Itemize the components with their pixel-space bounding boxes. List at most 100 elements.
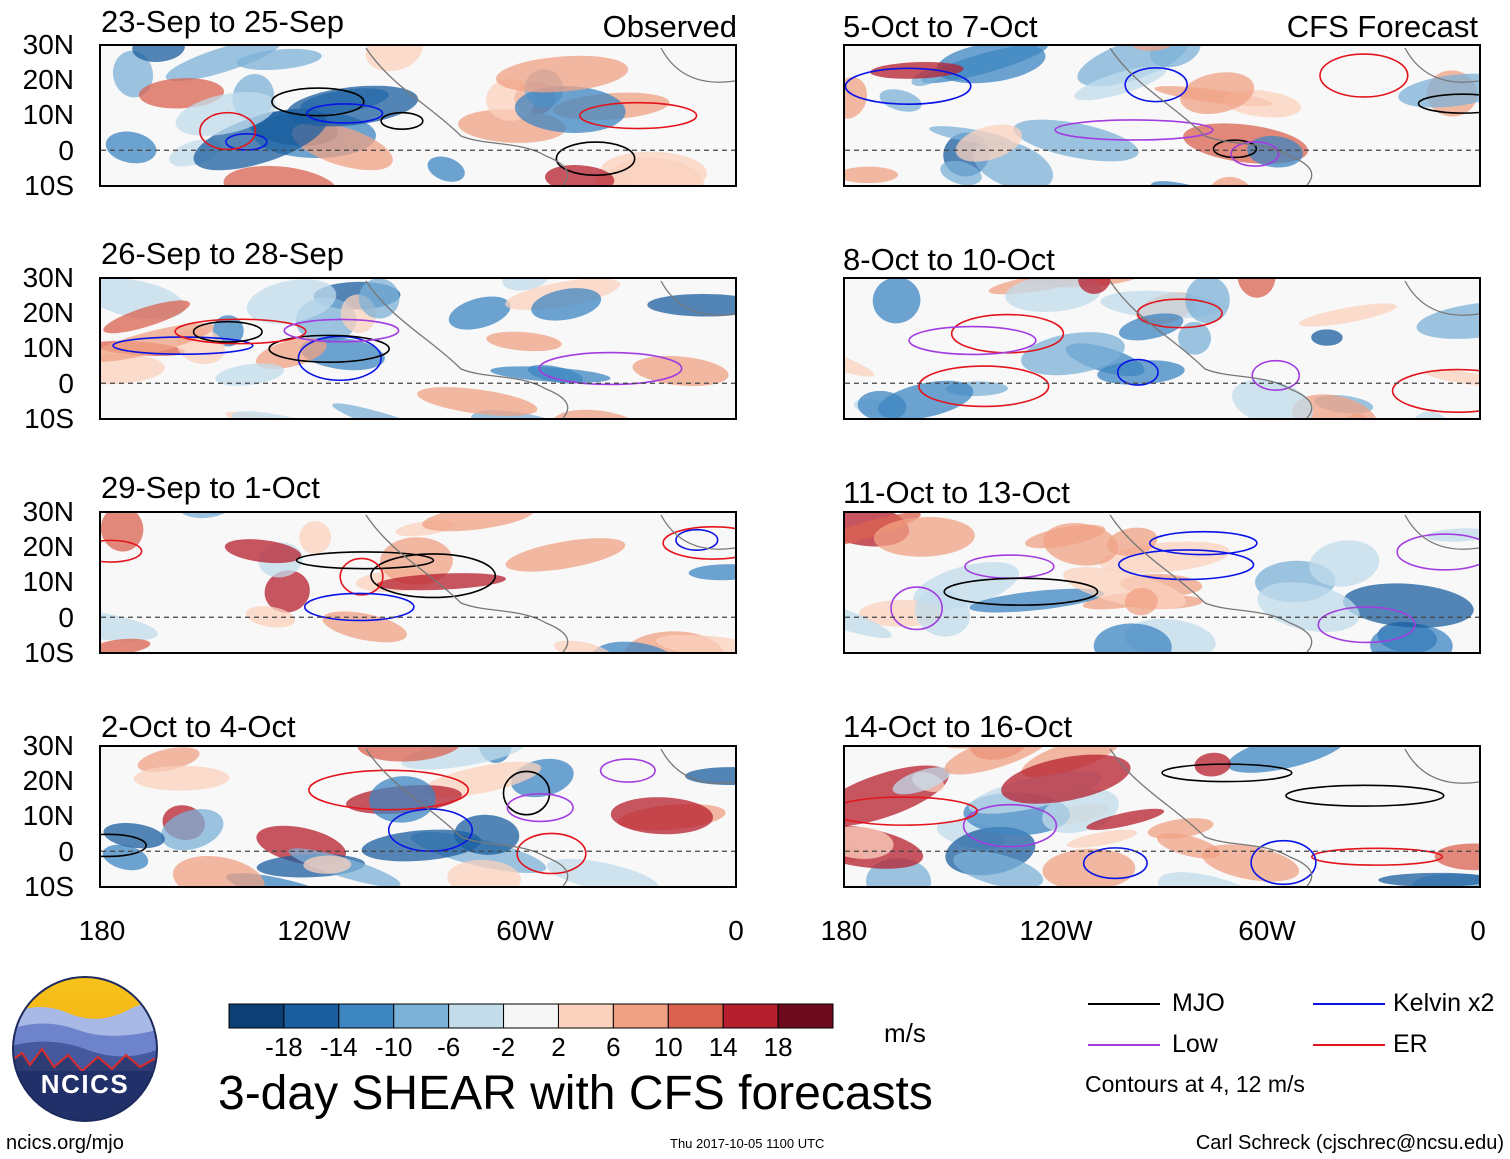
shear-anomaly xyxy=(877,380,974,418)
shear-anomaly xyxy=(490,366,611,383)
coastline xyxy=(1109,748,1479,886)
ncics-logo: NCICS xyxy=(12,976,158,1122)
contour-low xyxy=(1054,119,1214,141)
lat-label: 20N xyxy=(22,297,74,328)
shear-anomaly xyxy=(1001,754,1131,804)
colorbar-swatch xyxy=(667,1003,724,1029)
shear-map xyxy=(99,511,737,654)
shear-anomaly xyxy=(246,279,337,324)
shear-anomaly xyxy=(502,279,550,291)
shear-anomaly xyxy=(224,539,302,564)
contour-er xyxy=(174,318,307,345)
contour-er xyxy=(1311,847,1444,866)
lat-label: 20N xyxy=(22,64,74,95)
shear-anomaly xyxy=(112,50,154,98)
contour-low xyxy=(1396,533,1479,571)
coastline xyxy=(365,47,735,185)
shear-anomaly xyxy=(866,857,932,886)
contour-er xyxy=(845,796,978,826)
lat-label: 30N xyxy=(22,496,74,527)
contour-er xyxy=(516,832,587,875)
contour-low xyxy=(599,758,656,783)
shear-anomaly xyxy=(1231,379,1314,418)
contour-er xyxy=(199,111,257,151)
shear-anomaly xyxy=(610,797,714,835)
shear-anomaly xyxy=(656,634,735,652)
colorbar-tick: -2 xyxy=(491,1032,516,1062)
shear-anomaly xyxy=(873,517,975,557)
shear-anomaly xyxy=(1093,623,1172,652)
shear-map xyxy=(99,44,737,187)
shear-anomaly xyxy=(422,513,535,532)
lat-label: 0 xyxy=(58,368,74,399)
shear-anomaly xyxy=(845,338,875,377)
contour-er xyxy=(308,769,470,811)
shear-anomaly xyxy=(545,165,615,185)
contour-low xyxy=(962,803,1058,848)
colorbar-swatch xyxy=(557,1003,614,1029)
legend-line-mjo xyxy=(1088,1003,1160,1005)
shear-anomaly xyxy=(101,353,165,385)
colorbar-swatch xyxy=(228,1003,285,1029)
colorbar xyxy=(228,1003,834,1029)
shear-anomaly xyxy=(1149,46,1201,68)
shear-anomaly xyxy=(101,607,158,641)
panel-title: 29-Sep to 1-Oct xyxy=(101,470,320,505)
lon-label: 180 xyxy=(78,915,126,946)
shear-anomaly xyxy=(1185,279,1230,324)
lon-label: 0 xyxy=(728,915,744,946)
shear-anomaly xyxy=(448,296,511,330)
lat-label: 0 xyxy=(58,836,74,867)
panel-title: 14-Oct to 16-Oct xyxy=(843,709,1073,744)
coastline xyxy=(365,748,735,886)
shear-anomaly xyxy=(1066,829,1138,848)
contour-kelvin xyxy=(1117,549,1255,581)
colorbar-tick: 10 xyxy=(653,1032,683,1062)
legend-line-low xyxy=(1088,1044,1160,1046)
shear-map xyxy=(99,277,737,420)
lat-label: 0 xyxy=(58,135,74,166)
shear-anomaly xyxy=(872,279,921,324)
shear-anomaly xyxy=(1424,369,1479,388)
lat-label: 10S xyxy=(24,871,74,902)
panel-title: 5-Oct to 7-Oct xyxy=(843,9,1038,44)
colorbar-swatch xyxy=(338,1003,395,1029)
shear-anomaly xyxy=(1078,279,1111,294)
shear-anomaly xyxy=(1021,332,1125,376)
shear-anomaly xyxy=(870,62,964,79)
coastline xyxy=(1109,280,1479,418)
shear-anomaly xyxy=(879,89,922,112)
lon-label: 180 xyxy=(820,915,868,946)
shear-anomaly xyxy=(447,859,521,886)
panel-title: 8-Oct to 10-Oct xyxy=(843,242,1055,277)
shear-anomaly xyxy=(264,570,310,613)
panel-title: 2-Oct to 4-Oct xyxy=(101,709,296,744)
shear-anomaly xyxy=(505,538,626,572)
lat-label: 30N xyxy=(22,730,74,761)
contour-mjo xyxy=(271,87,365,117)
shear-anomaly xyxy=(215,363,284,386)
shear-anomaly xyxy=(1237,279,1276,298)
shear-anomaly xyxy=(160,809,224,851)
colorbar-tick: -14 xyxy=(320,1032,358,1062)
contour-low xyxy=(890,586,943,631)
lat-label: 30N xyxy=(22,29,74,60)
contour-mjo xyxy=(370,553,497,599)
lat-label: 10N xyxy=(22,800,74,831)
shear-anomaly xyxy=(1074,66,1167,101)
shear-anomaly xyxy=(940,160,982,185)
shear-anomaly xyxy=(332,403,465,418)
colorbar-tick: -18 xyxy=(265,1032,303,1062)
lon-label: 120W xyxy=(277,915,351,946)
lon-label: 60W xyxy=(1238,915,1296,946)
contours-note: Contours at 4, 12 m/s xyxy=(1085,1071,1305,1097)
shear-anomaly xyxy=(380,537,453,585)
lon-label: 60W xyxy=(496,915,554,946)
contour-er xyxy=(339,557,384,596)
contour-kelvin xyxy=(387,808,474,852)
shear-map xyxy=(99,745,737,888)
shear-anomaly xyxy=(1013,119,1139,162)
shear-anomaly xyxy=(531,288,602,321)
shear-anomaly xyxy=(1309,540,1380,587)
contour-mjo xyxy=(295,551,435,570)
